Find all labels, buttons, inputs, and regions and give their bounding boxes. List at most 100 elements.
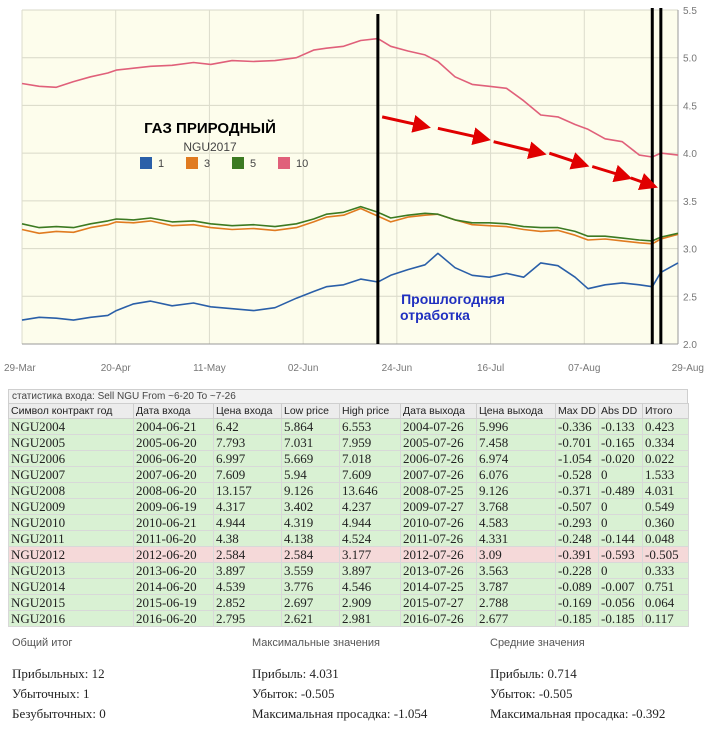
- summary-profitable: Прибыльных: 12: [12, 666, 105, 681]
- series-line-5: [21, 205, 679, 242]
- table-cell: 2013-06-20: [133, 562, 214, 579]
- table-cell: 2009-06-19: [133, 498, 214, 515]
- table-cell: 3.402: [281, 498, 340, 515]
- trend-arrow: [630, 173, 658, 191]
- table-cell: -0.020: [598, 450, 643, 467]
- table-cell: 4.319: [281, 514, 340, 531]
- legend-swatch-3: [186, 157, 198, 169]
- table-cell: 0.360: [642, 514, 689, 531]
- table-cell: 2007-07-26: [400, 466, 477, 483]
- legend-swatch-1: [140, 157, 152, 169]
- table-cell: -0.593: [598, 546, 643, 563]
- table-cell: 2.677: [476, 610, 556, 627]
- table-cell: 2015-06-19: [133, 594, 214, 611]
- x-tick-label: 16-Jul: [477, 363, 504, 374]
- table-cell: 2.584: [281, 546, 340, 563]
- table-cell: 0.751: [642, 578, 689, 595]
- table-cell: 3.787: [476, 578, 556, 595]
- chart-title: ГАЗ ПРИРОДНЫЙ: [144, 119, 276, 137]
- table-cell: -0.165: [598, 434, 643, 451]
- table-cell: -0.089: [555, 578, 599, 595]
- series-line-1: [21, 252, 679, 321]
- table-cell: -0.371: [555, 482, 599, 499]
- stats-body: NGU2004 2004-06-21 6.42 5.864 6.553 2004-07-2…: [8, 418, 689, 627]
- table-cell: 0: [598, 466, 643, 483]
- table-cell: 4.944: [213, 514, 282, 531]
- table-cell: NGU2010: [8, 514, 134, 531]
- table-cell: -0.293: [555, 514, 599, 531]
- table-cell: -0.701: [555, 434, 599, 451]
- stats-header-cell: Цена входа: [213, 403, 282, 419]
- table-cell: 2.584: [213, 546, 282, 563]
- table-cell: 0.423: [642, 418, 689, 435]
- table-cell: 4.138: [281, 530, 340, 547]
- table-cell: 3.897: [339, 562, 401, 579]
- stats-caption: статистика входа: Sell NGU From ~6-20 To…: [8, 389, 688, 403]
- legend-label: 10: [296, 158, 308, 170]
- table-row: NGU2012 2012-06-20 2.584 2.584 3.177 2012-07-…: [8, 546, 689, 563]
- table-cell: 2.981: [339, 610, 401, 627]
- table-cell: -0.144: [598, 530, 643, 547]
- y-tick-label: 2.0: [683, 340, 697, 351]
- summary-max-title: Максимальные значения: [252, 637, 380, 649]
- table-cell: 7.458: [476, 434, 556, 451]
- legend-label: 1: [158, 158, 164, 170]
- table-cell: 2016-06-20: [133, 610, 214, 627]
- table-cell: -1.054: [555, 450, 599, 467]
- x-tick-label: 20-Apr: [101, 363, 132, 374]
- y-tick-label: 3.0: [683, 245, 697, 256]
- y-tick-label: 3.5: [683, 197, 697, 208]
- table-cell: -0.489: [598, 482, 643, 499]
- series-line-10: [21, 37, 679, 158]
- chart-canvas: 2.0 2.5 3.0 3.5 4.0 4.5 5.0 5.5 29-Mar 20-Apr 11-M…: [4, 6, 704, 374]
- table-row: NGU2006 2006-06-20 6.997 5.669 7.018 2006-07-…: [8, 450, 689, 467]
- table-cell: NGU2011: [8, 530, 134, 547]
- table-row: NGU2004 2004-06-21 6.42 5.864 6.553 2004-07-2…: [8, 418, 689, 435]
- summary-total-title: Общий итог: [12, 637, 73, 649]
- table-cell: NGU2009: [8, 498, 134, 515]
- table-cell: NGU2006: [8, 450, 134, 467]
- table-cell: 2015-07-27: [400, 594, 477, 611]
- table-cell: 3.563: [476, 562, 556, 579]
- table-row: NGU2005 2005-06-20 7.793 7.031 7.959 2005-07-…: [8, 434, 689, 451]
- table-cell: 4.583: [476, 514, 556, 531]
- table-cell: NGU2004: [8, 418, 134, 435]
- table-cell: 2013-07-26: [400, 562, 477, 579]
- table-cell: 2004-06-21: [133, 418, 214, 435]
- table-cell: 3.897: [213, 562, 282, 579]
- annotation-line-1: Прошлогодняя: [401, 291, 505, 307]
- summary-max: Максимальные значения Прибыль: 4.031 Убы…: [252, 637, 427, 726]
- table-cell: NGU2013: [8, 562, 134, 579]
- table-cell: -0.056: [598, 594, 643, 611]
- summary-avg: Средние значения Прибыль: 0.714 Убыток: …: [490, 637, 665, 726]
- table-cell: NGU2007: [8, 466, 134, 483]
- table-cell: 7.609: [339, 466, 401, 483]
- table-cell: 0.117: [642, 610, 689, 627]
- x-tick-label: 07-Aug: [568, 363, 600, 374]
- table-cell: -0.228: [555, 562, 599, 579]
- table-cell: 2005-07-26: [400, 434, 477, 451]
- table-cell: 2009-07-27: [400, 498, 477, 515]
- table-cell: 2014-06-20: [133, 578, 214, 595]
- table-cell: 2012-07-26: [400, 546, 477, 563]
- table-cell: NGU2014: [8, 578, 134, 595]
- table-cell: -0.007: [598, 578, 643, 595]
- y-tick-label: 4.5: [683, 101, 697, 112]
- table-cell: 0: [598, 562, 643, 579]
- entry-stats: статистика входа: Sell NGU From ~6-20 To…: [8, 389, 689, 627]
- legend-label: 5: [250, 158, 256, 170]
- table-cell: -0.185: [598, 610, 643, 627]
- stats-header-cell: Дата входа: [133, 403, 214, 419]
- table-cell: 2006-06-20: [133, 450, 214, 467]
- table-cell: 6.42: [213, 418, 282, 435]
- chart-subtitle: NGU2017: [183, 140, 237, 154]
- table-cell: 7.609: [213, 466, 282, 483]
- table-cell: 0.549: [642, 498, 689, 515]
- table-cell: 13.157: [213, 482, 282, 499]
- table-cell: 0: [598, 514, 643, 531]
- table-cell: 0.022: [642, 450, 689, 467]
- stats-header-cell: Дата выхода: [400, 403, 477, 419]
- x-tick-label: 29-Aug: [672, 363, 704, 374]
- table-row: NGU2008 2008-06-20 13.157 9.126 13.646 2008-0…: [8, 482, 689, 499]
- table-cell: 2.909: [339, 594, 401, 611]
